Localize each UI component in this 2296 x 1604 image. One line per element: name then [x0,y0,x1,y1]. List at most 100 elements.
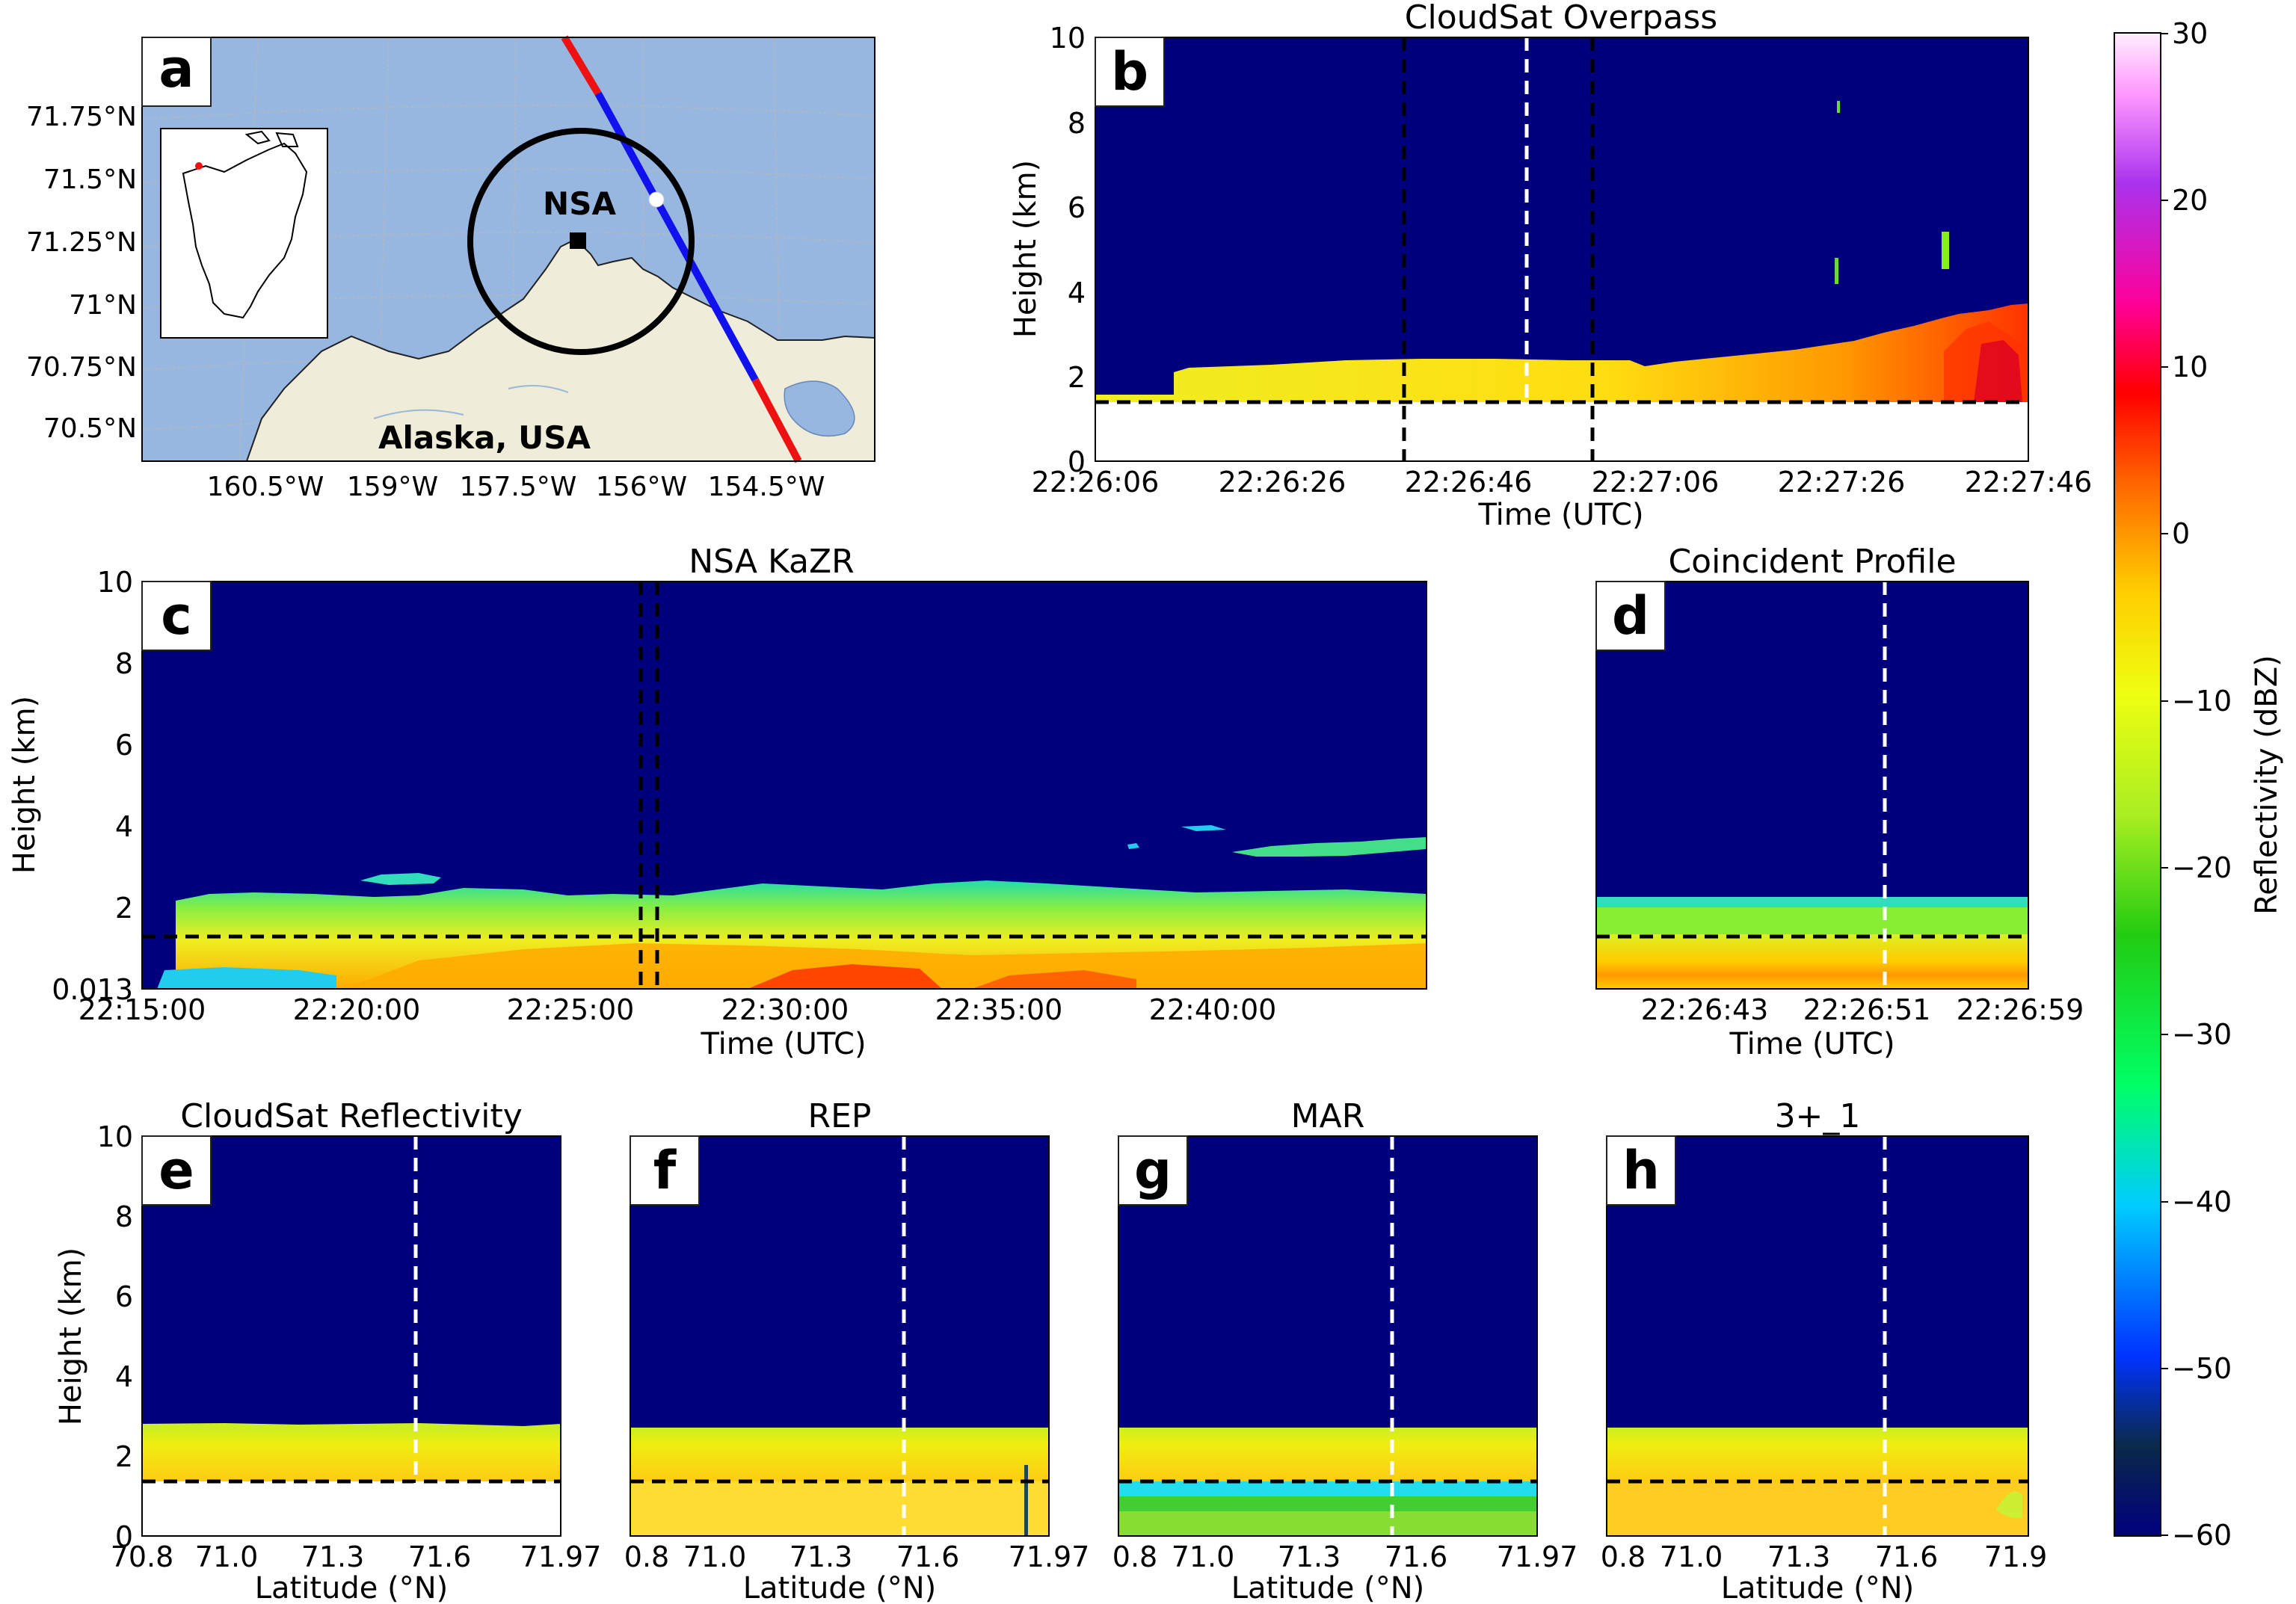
panel-a-frame [141,37,875,462]
xtick-label: 71.6 [408,1540,472,1573]
colorbar-tick-label: −30 [2172,1018,2232,1051]
panel-g-cyan-layer [1118,1481,1537,1496]
panel-d-letter-box [1595,581,1666,651]
panel-h-subcloud-layer [1607,1481,2028,1536]
colorbar-tick-label: −10 [2172,685,2232,718]
xtick-label: 71.0 [195,1540,259,1573]
panel-f-subcloud-layer [630,1481,1049,1536]
ytick-label: 6 [115,1280,133,1313]
lat-label: 71.75°N [26,102,137,132]
colorbar-tick-label: 10 [2172,351,2208,383]
panel-f-frame [630,1135,1050,1537]
panel-g-letter: g [1134,1140,1172,1201]
xtick-label: 71.3 [790,1540,853,1573]
panel-c-frame [141,581,1427,990]
xtick-label: 71.3 [1767,1540,1831,1573]
panel-f-cloud-layer [630,1428,1049,1481]
panel-a-map: NSA Alaska, USA a 71.75°N 71.5°N 71.25°N… [26,35,875,502]
region-label: Alaska, USA [378,419,591,456]
panel-g-xticks: 0.8 71.0 71.3 71.6 71.97 [1112,1540,1578,1573]
panel-a-letter-box [141,37,212,107]
closest-approach-marker [648,191,665,208]
panel-e-cloud-top-edge [142,1423,561,1428]
panel-h-3plus-1: h 3+_1 0.8 71.0 71.3 71.6 71.9 Latitude … [1601,1097,2048,1604]
panel-b-ylabel: Height (km) [1009,160,1043,338]
lon-label: 157.5°W [460,472,577,502]
panel-h-letter: h [1622,1140,1660,1201]
panel-c-orange-core [344,943,1426,989]
panel-c-elevated-layer [360,873,441,885]
xtick-label: 0.8 [1601,1540,1646,1573]
panel-b-letter: b [1111,41,1148,102]
xtick-label: 22:15:00 [79,993,206,1026]
panel-c-letter: c [161,585,192,647]
panel-f-dark-streak [1024,1465,1028,1536]
panel-e-frame [141,1135,561,1537]
xtick-label: 22:26:06 [1032,466,1160,499]
panel-e-yticks: 0 2 4 6 8 10 [97,1120,133,1553]
ytick-label: 0 [1068,445,1086,478]
panel-d-low-layer [1596,934,2028,989]
panel-d-letter: d [1612,585,1649,647]
panel-h-title: 3+_1 [1775,1097,1861,1135]
xtick-label: 71.6 [1385,1540,1448,1573]
panel-c-red-core-2 [972,970,1136,989]
ytick-label: 6 [1068,191,1086,224]
panel-f-letter-box [630,1135,700,1206]
map-lake [784,380,855,437]
colorbar-tick-label: −50 [2172,1352,2232,1385]
xtick-label: 22:27:06 [1592,466,1720,499]
panel-b-clear-air [1095,402,2028,461]
panel-b-title: CloudSat Overpass [1405,0,1717,37]
panel-c-nsa-kazr: c NSA KaZR 0.013 2 4 6 8 10 22:15:00 22:… [7,543,1427,1061]
lon-label: 154.5°W [708,472,825,502]
lon-label: 160.5°W [207,472,324,502]
panel-e-cloudsat-reflectivity: e CloudSat Reflectivity 0 2 4 6 8 10 70.… [54,1097,601,1604]
panel-c-red-core-1 [748,964,942,989]
map-rivers [373,385,569,419]
panel-c-letter-box [141,581,212,651]
panel-b-xlabel: Time (UTC) [1477,498,1643,532]
colorbar-tick-label: 20 [2172,184,2208,217]
panel-g-xlabel: Latitude (°N) [1231,1571,1424,1604]
colorbar-tick-label: −20 [2172,851,2232,884]
cloudsat-track-red-south [751,377,802,463]
radius-circle [467,128,695,355]
xtick-label: 71.0 [1172,1540,1235,1573]
xtick-label: 70.8 [111,1540,174,1573]
panel-d-top-layer [1596,897,2028,907]
panel-a-letter: a [158,38,194,99]
panel-d-xlabel: Time (UTC) [1729,1027,1895,1061]
ytick-label: 6 [115,729,133,762]
panel-e-cloud-layer [142,1428,561,1481]
xtick-label: 0.8 [1112,1540,1157,1573]
ytick-label: 0 [115,1520,133,1553]
panel-e-xticks: 70.8 71.0 71.3 71.6 71.97 [111,1540,602,1573]
ytick-label: 4 [115,1360,133,1393]
panel-c-small-echo-1 [1181,825,1226,831]
panel-g-mar: g MAR 0.8 71.0 71.3 71.6 71.97 Latitude … [1112,1097,1578,1604]
ytick-label: 0.013 [52,973,133,1006]
colorbar-gradient [2114,32,2161,1537]
xtick-label: 71.97 [1009,1540,1090,1573]
colorbar-tick-label: −60 [2172,1519,2232,1552]
panel-g-frame [1118,1135,1538,1537]
panel-b-cloud-layer [1095,303,2028,402]
lat-label: 70.75°N [26,352,137,383]
ytick-label: 4 [115,810,133,843]
lat-label: 70.5°N [43,413,137,444]
panel-e-clear-air [142,1481,561,1536]
xtick-label: 71.3 [301,1540,365,1573]
xtick-label: 22:27:26 [1778,466,1906,499]
xtick-label: 71.3 [1278,1540,1341,1573]
colorbar-tick-label: 0 [2172,517,2190,550]
panel-g-letter-box [1118,1135,1188,1206]
panel-h-xlabel: Latitude (°N) [1721,1571,1914,1604]
panel-e-letter: e [158,1140,194,1201]
xtick-label: 22:27:46 [1965,466,2093,499]
panel-f-xlabel: Latitude (°N) [743,1571,936,1604]
panel-b-peak-core [1974,340,2022,402]
ytick-label: 10 [97,1120,133,1153]
panel-f-xticks: 0.8 71.0 71.3 71.6 71.97 [624,1540,1090,1573]
ytick-label: 8 [115,647,133,680]
